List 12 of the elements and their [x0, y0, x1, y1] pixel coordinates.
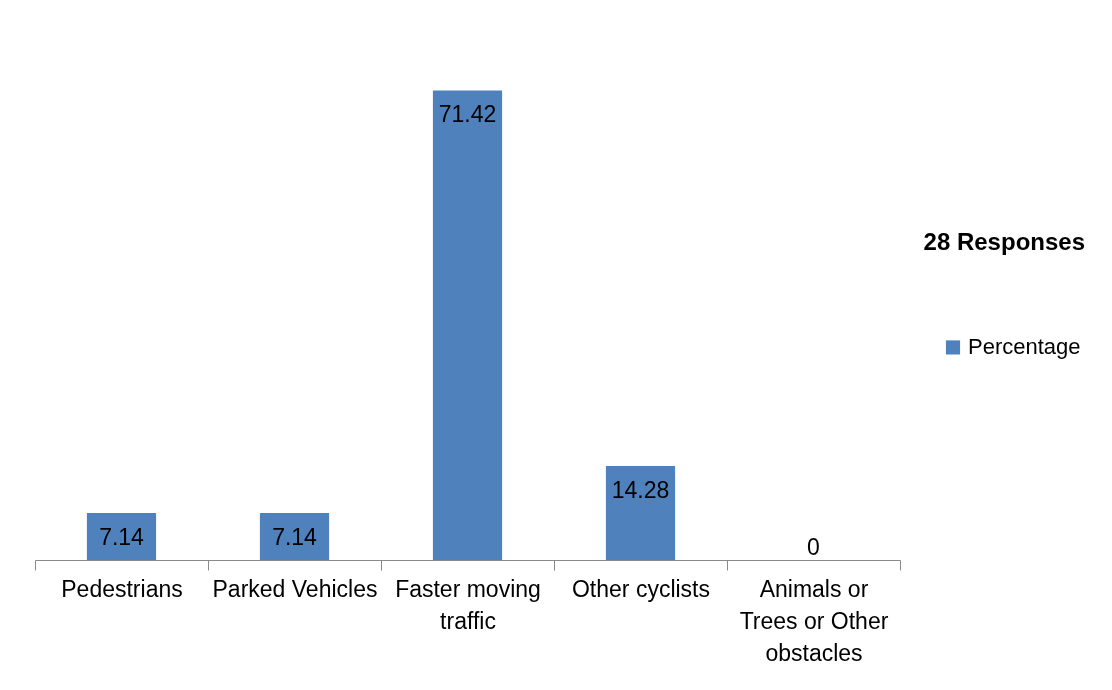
x-tick-label: Faster moving traffic [395, 575, 541, 634]
data-label: 71.42 [438, 101, 497, 128]
text: 28 Responses [923, 228, 1085, 255]
data-label: 0 [807, 534, 820, 560]
x-tick-label: Animals or Trees or Other obstacles [739, 575, 889, 666]
data-label: 7.14 [99, 524, 145, 551]
x-tick-label: Parked Vehicles [212, 575, 378, 602]
legend-label: Percentage [968, 334, 1081, 360]
data-label: 14.28 [611, 477, 670, 504]
data-label: 7.14 [272, 524, 318, 551]
x-tick-label: Other cyclists [571, 575, 711, 602]
x-tick-label: Pedestrians [61, 575, 183, 602]
